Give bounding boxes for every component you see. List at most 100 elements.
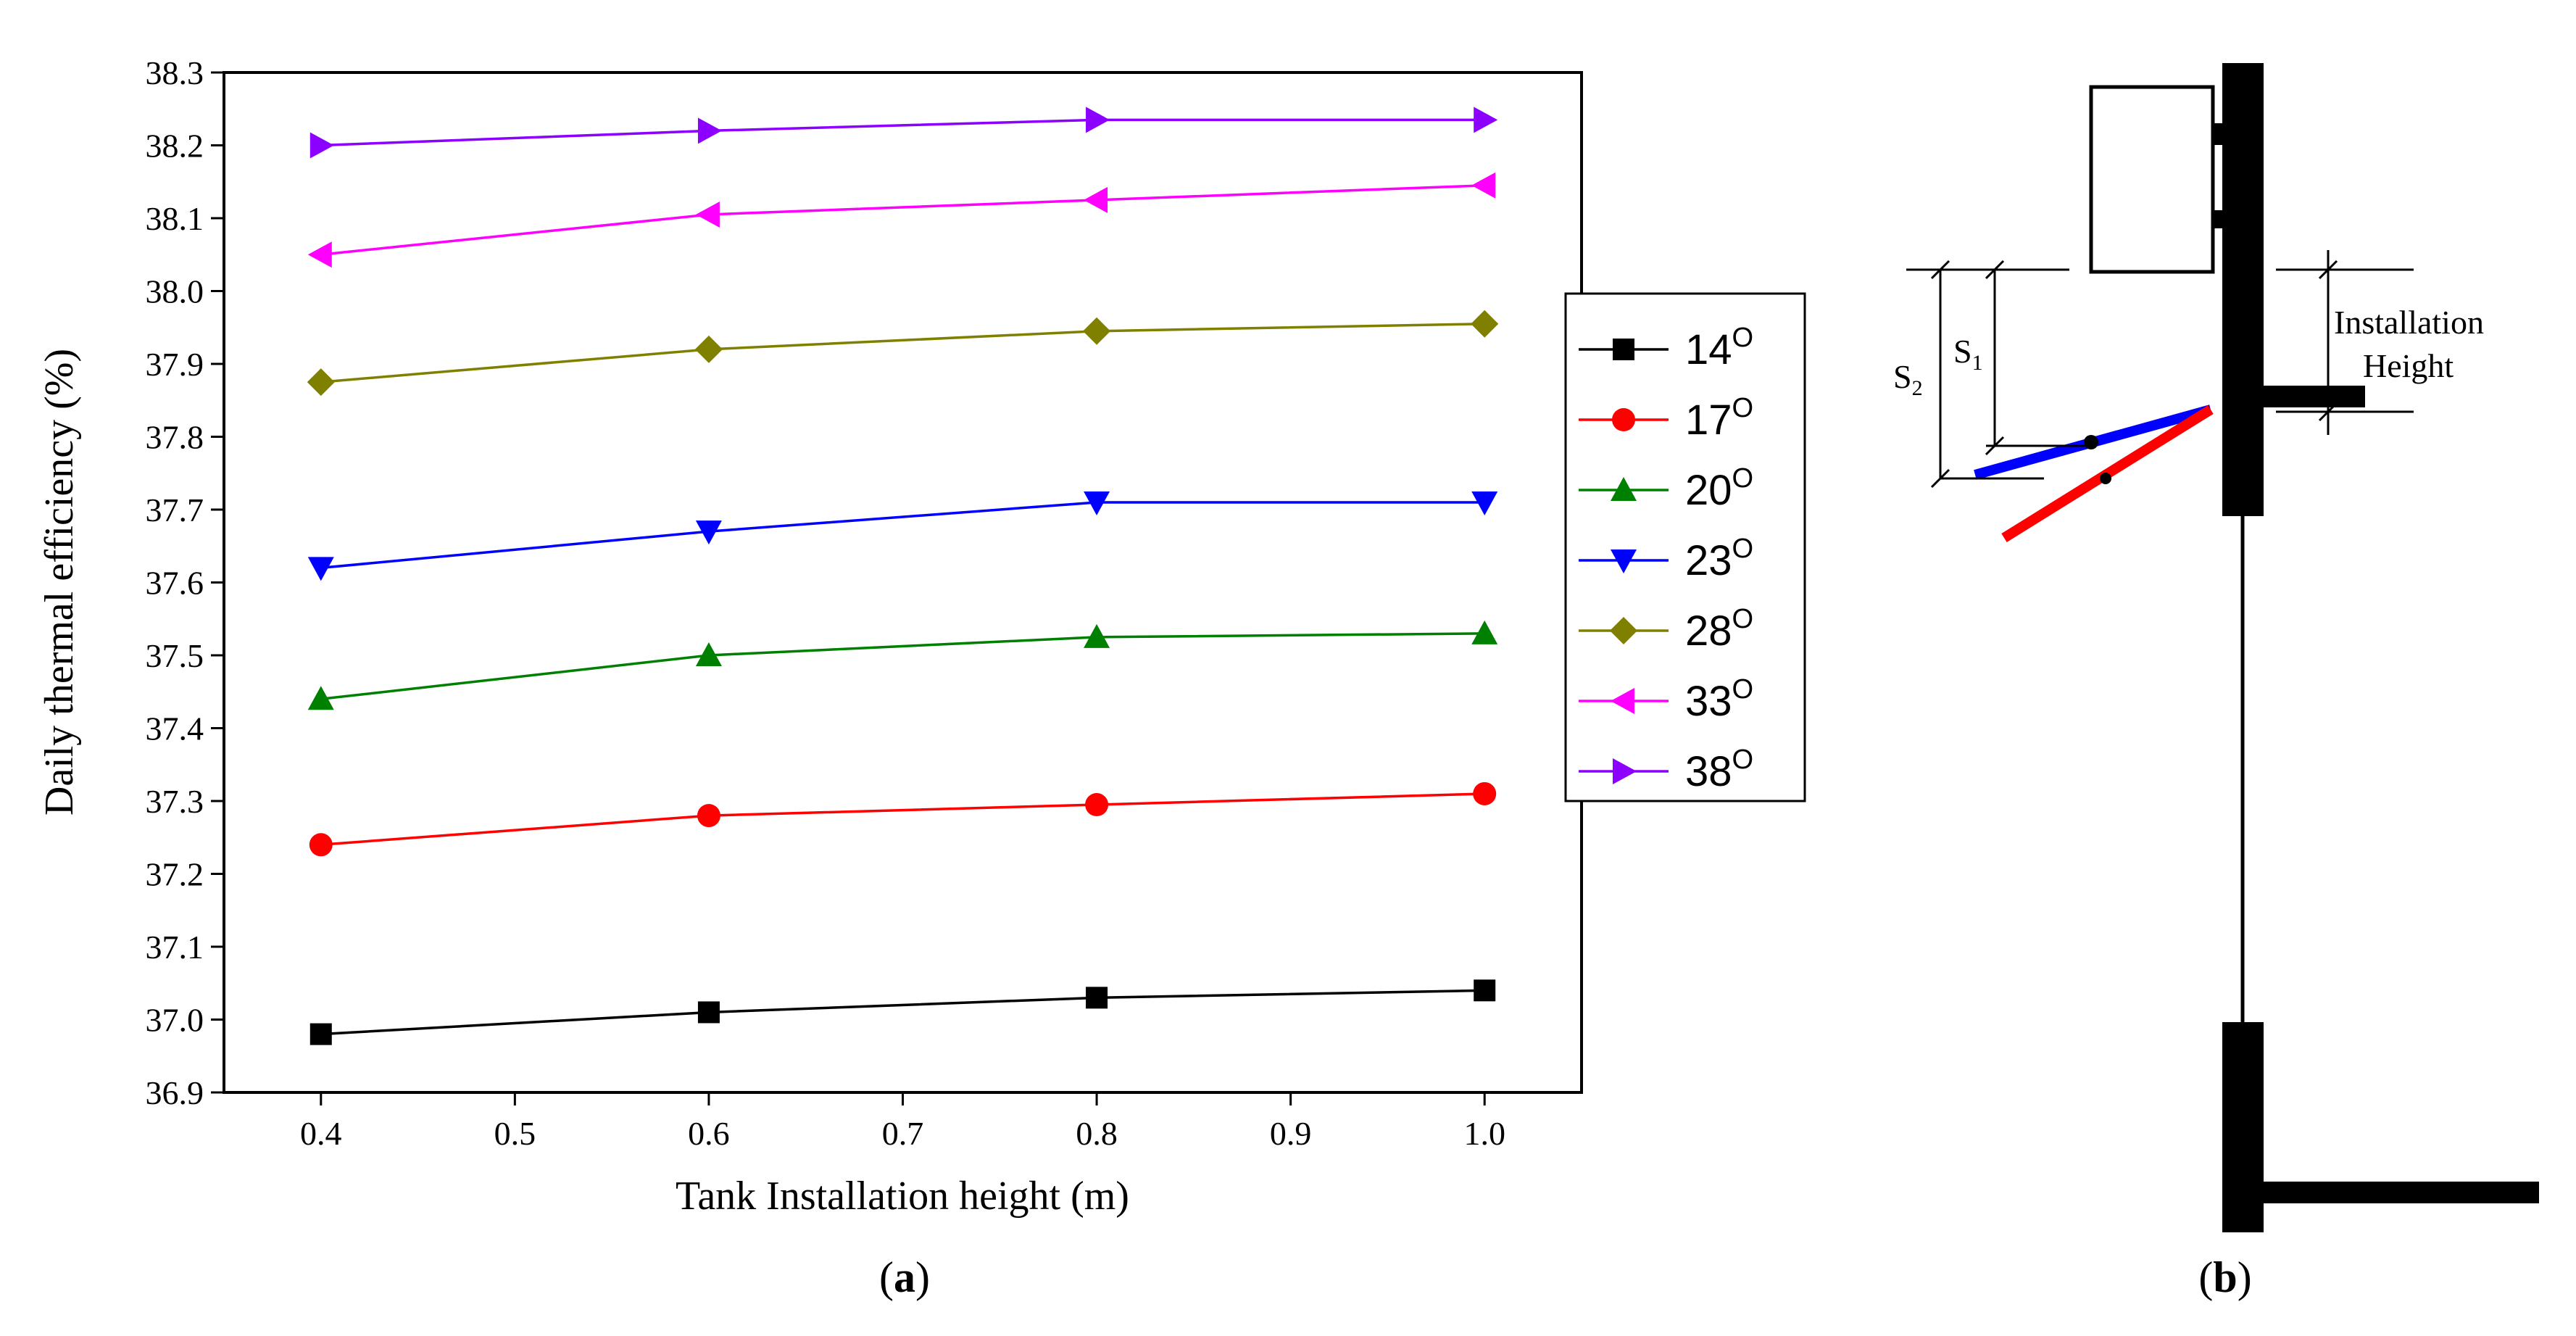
legend-label: 14O [1685, 323, 1753, 373]
s2-label: S2 [1893, 358, 1923, 400]
s2-sub: 2 [1912, 376, 1923, 400]
y-tick-label: 37.3 [146, 783, 204, 820]
data-point [695, 642, 722, 666]
caption-b-letter: b [2213, 1253, 2237, 1301]
data-point [695, 201, 720, 228]
series-23 [307, 491, 1498, 581]
data-point [1083, 317, 1111, 345]
caption-b-open: ( [2198, 1253, 2213, 1301]
dim-tick [2318, 260, 2338, 280]
upper-wall [2222, 63, 2264, 516]
legend-box [1564, 292, 1806, 802]
series-28 [307, 310, 1499, 397]
legend-marker [1613, 758, 1637, 784]
y-tick-label: 37.1 [146, 929, 204, 966]
legend-marker [1611, 688, 1634, 714]
legend-label: 33O [1685, 674, 1753, 725]
x-tick-label: 0.8 [1076, 1115, 1118, 1152]
data-point [307, 557, 334, 581]
series-line [320, 118, 1485, 147]
data-point [697, 117, 722, 144]
legend-degree: O [1732, 744, 1754, 775]
x-tick-label: 0.7 [882, 1115, 924, 1152]
data-point [697, 804, 720, 828]
data-point [1474, 107, 1498, 133]
data-point [1474, 979, 1496, 1002]
legend-marker [1610, 617, 1637, 644]
series-33 [307, 172, 1496, 268]
dim-tick [2318, 402, 2338, 422]
legend-marker [1613, 339, 1634, 360]
data-point [1084, 186, 1108, 213]
y-tick-label: 37.0 [146, 1002, 204, 1039]
series-line [320, 322, 1485, 383]
legend-degree: O [1732, 393, 1754, 423]
data-point [1471, 491, 1498, 515]
data-point [1084, 491, 1110, 515]
data-point [309, 132, 334, 159]
legend-degree: O [1732, 463, 1754, 494]
pivot-point [2084, 435, 2098, 449]
caption-a-close: ) [915, 1253, 930, 1301]
caption-b: (b) [2198, 1253, 2251, 1301]
data-point [694, 335, 723, 363]
series-17 [309, 781, 1497, 857]
x-tick-label: 0.4 [300, 1115, 342, 1152]
x-tick-label: 0.6 [688, 1115, 730, 1152]
chart-panel-a: 36.9 37.0 37.1 37.2 37.3 37.4 37.5 37.6 37.7 37.8… [37, 54, 1806, 1219]
series-line [320, 989, 1485, 1036]
data-point [1084, 623, 1110, 648]
balcony-beam [2264, 386, 2365, 407]
legend-label: 17O [1685, 393, 1753, 444]
data-point [307, 368, 335, 397]
data-point [309, 833, 333, 857]
s2-letter: S [1893, 358, 1912, 395]
floor-slab [2264, 1182, 2539, 1203]
x-axis-ticks: 0.4 0.5 0.6 0.7 0.8 0.9 1.0 [300, 1092, 1505, 1152]
series-line [320, 501, 1485, 570]
y-tick-label: 37.2 [146, 856, 204, 893]
data-point [1471, 172, 1496, 199]
legend-value: 33 [1685, 678, 1732, 725]
y-tick-label: 38.2 [146, 128, 204, 165]
legend-value: 14 [1685, 326, 1732, 373]
legend-item: 38O [1579, 744, 1753, 795]
series-layer [307, 107, 1499, 1045]
series-14 [309, 979, 1496, 1045]
legend-item: 20O [1579, 463, 1753, 514]
legend-value: 38 [1685, 748, 1732, 795]
y-tick-label: 38.1 [146, 200, 204, 237]
x-axis-title: Tank Installation height (m) [676, 1174, 1129, 1219]
data-point [309, 1023, 332, 1045]
legend-degree: O [1732, 323, 1754, 353]
data-point [307, 241, 332, 268]
y-tick-label: 37.7 [146, 491, 204, 528]
y-tick-label: 37.9 [146, 346, 204, 383]
y-tick-label: 38.0 [146, 273, 204, 310]
y-tick-label: 37.4 [146, 710, 204, 747]
legend-value: 23 [1685, 537, 1732, 584]
data-point [1471, 620, 1498, 644]
y-axis-title: Daily thermal efficiency (%) [37, 349, 82, 816]
series-38 [309, 107, 1498, 159]
legend-item: 28O [1579, 604, 1753, 655]
data-point [1473, 781, 1497, 805]
data-point [1471, 310, 1499, 338]
s1-letter: S [1953, 333, 1972, 370]
data-point [1086, 987, 1108, 1009]
series-line [320, 632, 1485, 701]
caption-a-open: ( [879, 1253, 894, 1301]
caption-b-close: ) [2238, 1253, 2252, 1301]
x-tick-label: 0.9 [1270, 1115, 1312, 1152]
water-tank [2089, 85, 2215, 274]
dim-tick [1930, 260, 1950, 280]
y-tick-label: 37.8 [146, 419, 204, 456]
plot-frame [223, 71, 1583, 1094]
s1-label: S1 [1953, 333, 1983, 375]
data-point [697, 1001, 720, 1024]
caption-a-letter: a [894, 1253, 915, 1301]
legend-item: 23O [1579, 534, 1753, 584]
legend-degree: O [1732, 674, 1754, 705]
